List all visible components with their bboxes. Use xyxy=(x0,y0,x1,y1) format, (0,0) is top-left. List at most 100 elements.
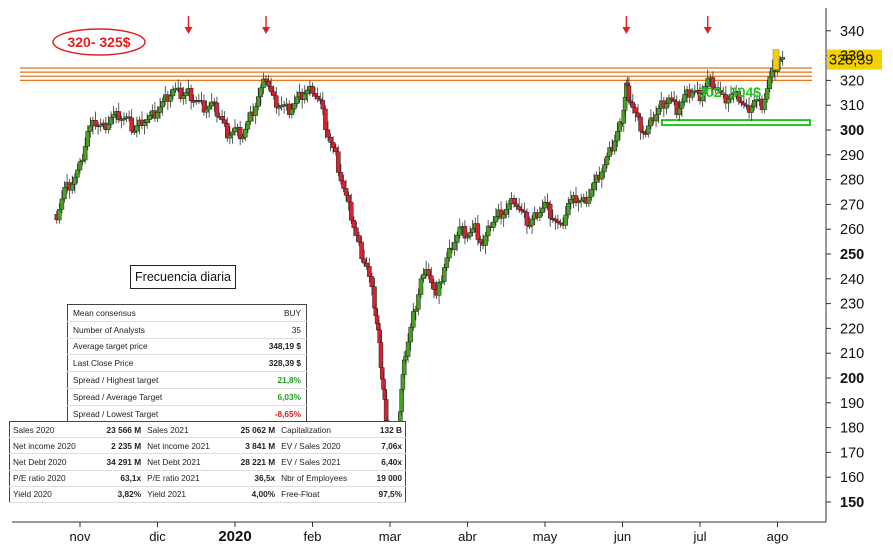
candle-body xyxy=(578,199,584,202)
consensus-label: Spread / Average Target xyxy=(67,388,235,406)
candle-body xyxy=(607,147,612,157)
candle-body xyxy=(219,115,225,121)
candle-body xyxy=(361,258,367,264)
candle-body xyxy=(764,88,770,100)
candle-body xyxy=(121,118,127,121)
candle-body xyxy=(240,136,245,140)
candle-body xyxy=(256,96,261,107)
support-zone xyxy=(661,119,811,127)
fundamentals-row: Yield 2020 3,82% Yield 2021 4,00% Free-Float… xyxy=(9,486,406,503)
candle-body xyxy=(170,88,176,97)
consensus-label: Mean consensus xyxy=(67,304,235,322)
candle-body xyxy=(289,108,295,115)
x-tick-label: jul xyxy=(692,529,706,544)
fundamentals-row: Net income 2020 2 235 M Net income 2021 3 8… xyxy=(9,437,406,455)
chart-axes xyxy=(12,8,831,527)
fundamentals-value: 23 566 M xyxy=(94,421,145,439)
candle-body xyxy=(333,147,338,152)
candle-body xyxy=(98,124,103,127)
candle-body xyxy=(723,94,729,104)
candle-body xyxy=(323,108,328,131)
candle-body xyxy=(741,102,747,106)
candle-body xyxy=(212,101,217,104)
candle-body xyxy=(429,275,434,283)
candle-body xyxy=(439,281,444,284)
fundamentals-value: 3 841 M xyxy=(228,437,279,455)
consensus-value: 348,19 $ xyxy=(234,338,307,356)
candle-body xyxy=(431,282,437,290)
consensus-label: Last Close Price xyxy=(67,354,235,373)
candle-body xyxy=(354,227,359,236)
candle-body xyxy=(591,182,597,190)
candle-body xyxy=(253,106,258,116)
fundamentals-label: Net income 2021 xyxy=(144,437,229,455)
candle-body xyxy=(243,128,248,138)
candle-body xyxy=(70,184,75,191)
candle-body xyxy=(612,140,617,152)
frequency-label: Frecuencia diaria xyxy=(130,265,236,289)
consensus-row: Last Close Price 328,39 $ xyxy=(67,354,307,373)
candle-body xyxy=(485,225,491,237)
candle-body xyxy=(555,220,561,224)
fundamentals-row: Sales 2020 23 566 M Sales 2021 25 062 M Capi… xyxy=(9,421,406,439)
candle-body xyxy=(457,226,462,236)
candle-body xyxy=(679,101,685,109)
axis-labels: 150 160 170 180 190 200 210 220 230 240 250 260 270 2… xyxy=(70,24,865,545)
candle-body xyxy=(292,103,297,110)
last-price-label: 328,39 xyxy=(829,53,873,69)
candle-body xyxy=(454,235,460,243)
candle-body xyxy=(762,98,767,110)
candle-body xyxy=(586,196,592,204)
candle-body xyxy=(633,107,638,114)
y-tick-label: 250 xyxy=(840,247,864,263)
y-tick-label: 210 xyxy=(840,346,864,362)
candle-body xyxy=(126,116,132,119)
candle-body xyxy=(325,129,331,138)
candle-body xyxy=(258,87,264,97)
candle-body xyxy=(85,131,90,147)
candle-body xyxy=(315,95,320,100)
candle-body xyxy=(349,201,354,221)
candle-body xyxy=(62,187,67,200)
candle-body xyxy=(653,114,659,122)
consensus-row: Spread / Highest target 21,8% xyxy=(67,371,307,389)
candle-body xyxy=(116,111,121,120)
candle-body xyxy=(506,203,512,210)
y-tick-label: 220 xyxy=(840,321,864,337)
fundamentals-label: EV / Sales 2020 xyxy=(278,437,367,455)
candle-body xyxy=(367,266,372,277)
candle-body xyxy=(436,282,442,296)
candle-body xyxy=(338,172,344,182)
y-tick-label: 310 xyxy=(840,98,864,114)
candle-body xyxy=(705,77,710,87)
candle-body xyxy=(276,106,282,109)
fundamentals-label: Nbr of Employees xyxy=(278,470,367,487)
candle-body xyxy=(511,198,517,205)
candle-body xyxy=(77,161,83,171)
candle-body xyxy=(452,242,457,250)
y-tick-label: 300 xyxy=(840,123,864,139)
candle-body xyxy=(157,106,163,113)
consensus-value: 21,8% xyxy=(234,371,307,389)
consensus-row: Mean consensus BUY xyxy=(67,304,307,322)
candle-body xyxy=(677,108,682,115)
y-tick-label: 240 xyxy=(840,272,864,288)
y-tick-label: 320 xyxy=(840,73,864,89)
candle-body xyxy=(75,169,80,178)
fundamentals-label: Capitalization xyxy=(278,421,367,439)
candle-body xyxy=(749,106,754,113)
candle-body xyxy=(718,90,723,94)
y-tick-label: 160 xyxy=(840,470,864,486)
consensus-row: Spread / Lowest Target -8,65% xyxy=(67,405,307,423)
candle-body xyxy=(682,94,687,103)
candle-body xyxy=(413,308,419,312)
candle-body xyxy=(669,97,674,100)
candle-body xyxy=(206,105,212,110)
candle-body xyxy=(547,203,553,219)
consensus-value: BUY xyxy=(234,304,307,322)
candle-body xyxy=(144,119,150,123)
x-tick-label: jun xyxy=(613,529,631,544)
fundamentals-label: Yield 2021 xyxy=(144,486,229,503)
candle-body xyxy=(129,117,134,132)
candle-body xyxy=(225,123,230,139)
